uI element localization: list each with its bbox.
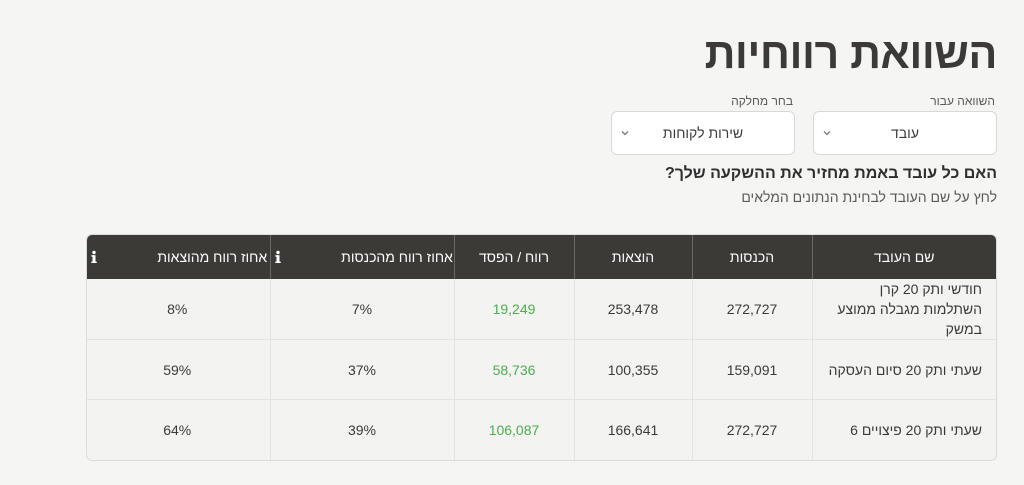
profit-loss-cell: 106,087 xyxy=(453,399,574,460)
table-row[interactable]: שעתי ותק 20 פיצויים 6 272,727 166,641 10… xyxy=(87,399,996,460)
table-header-row: שם העובד הכנסות הוצאות רווח / הפסד אחוז … xyxy=(87,235,996,279)
employee-name[interactable]: שעתי ותק 20 פיצויים 6 xyxy=(811,399,996,460)
info-icon[interactable] xyxy=(271,250,285,264)
header-profit-pct-revenue-label: אחוז רווח מהכנסות xyxy=(341,249,453,265)
table-row[interactable]: חודשי ותק 20 קרן השתלמות מגבלה ממוצע במש… xyxy=(87,279,996,340)
expenses-cell: 253,478 xyxy=(573,279,692,340)
profitability-table: שם העובד הכנסות הוצאות רווח / הפסד אחוז … xyxy=(86,234,997,461)
revenue-cell: 159,091 xyxy=(691,339,812,400)
compare-select[interactable]: עובד xyxy=(813,111,997,155)
department-filter: בחר מחלקה שירות לקוחות xyxy=(611,94,795,155)
header-name[interactable]: שם העובד xyxy=(811,235,996,279)
header-profit-pct-expenses-label: אחוז רווח מהוצאות xyxy=(157,249,268,265)
compare-filter: השוואה עבור עובד xyxy=(813,94,997,155)
compare-select-value: עובד xyxy=(891,125,919,141)
question-heading: האם כל עובד באמת מחזיר את ההשקעה שלך? xyxy=(664,165,997,182)
header-revenue[interactable]: הכנסות xyxy=(691,235,812,279)
pct-revenue-cell: 7% xyxy=(269,279,454,340)
profit-loss-cell: 19,249 xyxy=(453,279,574,340)
header-profit-pct-revenue[interactable]: אחוז רווח מהכנסות xyxy=(269,235,454,279)
chevron-down-icon xyxy=(823,131,831,136)
profit-loss-cell: 58,736 xyxy=(453,339,574,400)
pct-revenue-cell: 39% xyxy=(269,399,454,460)
info-icon[interactable] xyxy=(87,250,101,264)
pct-expenses-cell: 59% xyxy=(87,339,270,400)
expenses-cell: 100,355 xyxy=(573,339,692,400)
department-filter-label: בחר מחלקה xyxy=(731,94,793,108)
chevron-down-icon xyxy=(621,131,629,136)
pct-revenue-cell: 37% xyxy=(269,339,454,400)
header-profit-loss[interactable]: רווח / הפסד xyxy=(453,235,574,279)
revenue-cell: 272,727 xyxy=(691,399,812,460)
header-profit-pct-expenses[interactable]: אחוז רווח מהוצאות xyxy=(87,235,270,279)
employee-name[interactable]: חודשי ותק 20 קרן השתלמות מגבלה ממוצע במש… xyxy=(811,279,996,340)
pct-expenses-cell: 64% xyxy=(87,399,270,460)
department-select-value: שירות לקוחות xyxy=(662,125,744,141)
expenses-cell: 166,641 xyxy=(573,399,692,460)
compare-filter-label: השוואה עבור xyxy=(930,94,995,108)
table-row[interactable]: שעתי ותק 20 סיום העסקה 159,091 100,355 5… xyxy=(87,339,996,400)
department-select[interactable]: שירות לקוחות xyxy=(611,111,795,155)
page-title: השוואת רווחיות xyxy=(704,30,998,78)
header-expenses[interactable]: הוצאות xyxy=(573,235,692,279)
instruction-text: לחץ על שם העובד לבחינת הנתונים המלאים xyxy=(741,189,997,205)
employee-name[interactable]: שעתי ותק 20 סיום העסקה xyxy=(811,339,996,400)
pct-expenses-cell: 8% xyxy=(167,301,188,317)
revenue-cell: 272,727 xyxy=(691,279,812,340)
